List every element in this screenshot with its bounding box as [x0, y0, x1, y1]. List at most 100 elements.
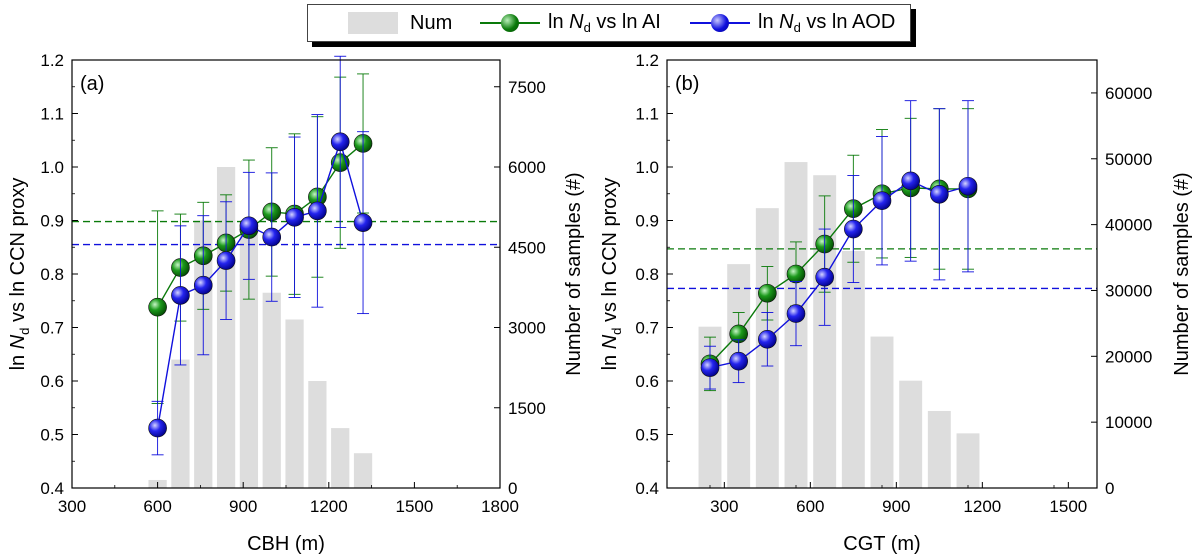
- legend-label-ai: ln Nd vs ln AI: [548, 11, 661, 35]
- data-point-aod: [901, 171, 920, 191]
- data-point-aod: [216, 251, 236, 270]
- legend-label-num: Num: [410, 11, 453, 34]
- data-point-aod: [930, 184, 949, 204]
- x-tick-label: 300: [710, 497, 738, 516]
- legend: Num ln Nd vs ln AI ln Nd vs ln AOD: [307, 4, 911, 42]
- series-line-aod: [156, 139, 364, 429]
- histogram-bar: [308, 381, 327, 488]
- data-point-aod: [958, 176, 978, 196]
- data-point-aod: [330, 132, 350, 152]
- y-axis-title-right: Number of samples (#): [1171, 172, 1193, 375]
- data-point-aod: [815, 267, 834, 287]
- x-tick-label: 1200: [963, 497, 1001, 516]
- x-tick-label: 1500: [395, 497, 433, 516]
- y-tick-label: 0.8: [40, 265, 64, 284]
- data-point-aod: [148, 418, 167, 438]
- y-tick-label: 0.5: [40, 426, 64, 445]
- histogram-bar: [239, 220, 259, 488]
- series-line-aod: [709, 180, 969, 369]
- data-point-ai: [786, 264, 806, 284]
- y-tick-label: 1.0: [635, 158, 659, 177]
- y-tick-label: 1.2: [40, 51, 64, 70]
- y2-tick-label: 0: [508, 479, 517, 498]
- y-axis-title-right: Number of samples (#): [563, 172, 585, 375]
- histogram-bar: [285, 319, 304, 488]
- x-tick-label: 1200: [310, 497, 348, 516]
- data-point-aod: [262, 227, 282, 247]
- y-tick-label: 1.2: [635, 51, 659, 70]
- green-sphere-line-icon: [480, 13, 540, 33]
- legend-item-aod: ln Nd vs ln AOD: [690, 5, 895, 41]
- blue-sphere-line-icon: [690, 13, 750, 33]
- y2-tick-label: 6000: [508, 158, 546, 177]
- data-point-aod: [844, 219, 863, 239]
- panel-label: (a): [80, 73, 104, 95]
- series-line-ai: [156, 142, 364, 308]
- y-tick-label: 0.5: [635, 426, 659, 445]
- y2-tick-label: 3000: [508, 319, 546, 338]
- histogram-bar: [171, 359, 190, 488]
- histogram-bar: [262, 292, 281, 488]
- y-axis-title-left: ln Nd vs ln CCN proxy: [7, 178, 32, 371]
- series-aod: [700, 100, 978, 390]
- y2-tick-label: 1500: [508, 399, 546, 418]
- data-point-aod: [193, 275, 213, 295]
- x-axis-title: CGT (m): [843, 533, 920, 555]
- y2-tick-label: 50000: [1105, 150, 1152, 169]
- data-point-aod: [872, 191, 892, 211]
- y-tick-label: 1.1: [635, 105, 659, 124]
- x-tick-label: 300: [58, 497, 86, 516]
- y-tick-label: 1.1: [40, 105, 64, 124]
- y-tick-label: 0.9: [635, 212, 659, 231]
- x-tick-label: 600: [143, 497, 171, 516]
- y-tick-label: 0.8: [635, 265, 659, 284]
- y-tick-label: 0.4: [635, 479, 659, 498]
- histogram-bar: [927, 410, 951, 488]
- legend-label-aod: ln Nd vs ln AOD: [758, 11, 896, 35]
- histogram-bar: [813, 175, 837, 488]
- series-line-ai: [709, 187, 968, 365]
- panel-label: (b): [675, 73, 699, 95]
- histogram-bar: [353, 453, 373, 488]
- data-point-aod: [353, 213, 373, 232]
- histogram-bar: [870, 336, 894, 488]
- data-point-ai: [758, 283, 777, 303]
- data-point-aod: [239, 216, 259, 236]
- legend-item-ai: ln Nd vs ln AI: [480, 5, 661, 41]
- chart-panel-a: 0.4 0.5 0.6 0.7 0.8 0.9 1.0 1.1 1.2 0 1500 3000 4500…: [40, 51, 585, 555]
- data-point-aod: [285, 207, 304, 227]
- y2-tick-label: 60000: [1105, 84, 1152, 103]
- x-tick-label: 600: [796, 497, 824, 516]
- histogram-bar: [899, 380, 923, 488]
- data-point-ai: [148, 297, 167, 317]
- y2-tick-label: 10000: [1105, 413, 1152, 432]
- y2-tick-label: 40000: [1105, 216, 1152, 235]
- chart-panel-b: 0.4 0.5 0.6 0.7 0.8 0.9 1.0 1.1 1.2 0 10000 20000 30…: [635, 51, 1193, 555]
- y-tick-label: 0.7: [635, 319, 659, 338]
- x-tick-label: 1800: [481, 497, 519, 516]
- x-axis-title: CBH (m): [247, 533, 325, 555]
- x-tick-label: 900: [882, 497, 910, 516]
- data-point-aod: [758, 329, 777, 349]
- y2-tick-label: 7500: [508, 78, 546, 97]
- data-point-aod: [308, 201, 327, 221]
- series-ai: [148, 73, 373, 404]
- y2-tick-label: 0: [1105, 479, 1114, 498]
- y-tick-label: 1.0: [40, 158, 64, 177]
- histogram-bar: [956, 433, 980, 488]
- y-axis-title-left: ln Nd vs ln CCN proxy: [599, 178, 624, 371]
- data-point-aod: [786, 304, 806, 323]
- histogram-bar: [841, 250, 865, 488]
- y2-tick-label: 20000: [1105, 347, 1152, 366]
- y-tick-label: 0.6: [635, 372, 659, 391]
- y-tick-label: 0.9: [40, 212, 64, 231]
- y-tick-label: 0.4: [40, 479, 64, 498]
- y-tick-label: 0.6: [40, 372, 64, 391]
- y-tick-label: 0.7: [40, 319, 64, 338]
- y2-tick-label: 30000: [1105, 281, 1152, 300]
- x-tick-label: 1500: [1049, 497, 1087, 516]
- histogram-bar: [331, 428, 350, 488]
- x-tick-label: 900: [229, 497, 257, 516]
- legend-item-num: Num: [348, 5, 452, 41]
